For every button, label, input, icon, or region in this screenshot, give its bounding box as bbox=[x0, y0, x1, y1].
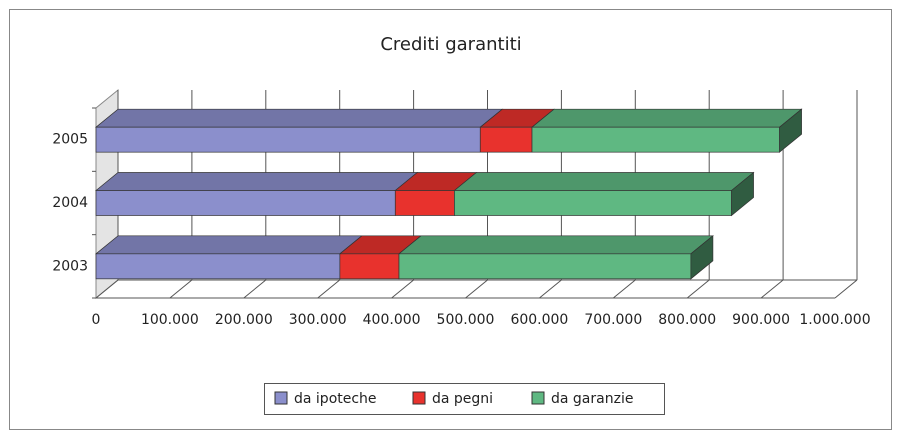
bar bbox=[398, 253, 692, 280]
grid-line bbox=[760, 279, 784, 299]
x-tick-label: 200.000 bbox=[215, 312, 273, 328]
x-tick-label: 0 bbox=[92, 312, 101, 328]
bar-top bbox=[95, 172, 419, 191]
y-tick-label: 2004 bbox=[52, 195, 88, 211]
grid-line bbox=[391, 279, 414, 299]
bar bbox=[454, 190, 732, 216]
grid-line bbox=[465, 279, 488, 299]
grid-line bbox=[169, 279, 193, 299]
grid-line bbox=[612, 279, 636, 299]
legend-text: da ipoteche bbox=[294, 391, 377, 407]
x-tick-label: 500.000 bbox=[437, 312, 495, 328]
bar-side bbox=[690, 235, 714, 280]
bar-top bbox=[453, 172, 755, 191]
legend-swatch bbox=[531, 391, 545, 405]
grid-line bbox=[834, 279, 858, 299]
x-tick-label: 600.000 bbox=[510, 312, 568, 328]
bar-top bbox=[95, 108, 504, 128]
grid-line bbox=[317, 279, 341, 299]
legend-swatch bbox=[274, 391, 288, 405]
grid-line bbox=[95, 279, 119, 299]
x-tick-label: 700.000 bbox=[584, 312, 642, 328]
bar-top bbox=[398, 235, 714, 255]
chart-title: Crediti garantiti bbox=[380, 34, 521, 55]
grid-line bbox=[243, 279, 267, 299]
y-tick-label: 2005 bbox=[52, 132, 88, 148]
bar-side bbox=[779, 108, 802, 153]
bar bbox=[95, 190, 396, 216]
bar bbox=[531, 126, 780, 153]
bar bbox=[339, 253, 400, 280]
x-tick-label: 100.000 bbox=[141, 312, 199, 328]
bar-top bbox=[531, 108, 803, 128]
bar bbox=[479, 126, 533, 153]
legend-swatch bbox=[412, 391, 426, 405]
bar bbox=[394, 190, 455, 216]
grid-line bbox=[686, 279, 710, 299]
x-tick-label: 1.000.000 bbox=[799, 312, 870, 328]
grid-line bbox=[539, 279, 562, 299]
x-tick-label: 900.000 bbox=[732, 312, 790, 328]
legend-text: da garanzie bbox=[551, 391, 633, 407]
y-tick-label: 2003 bbox=[52, 258, 88, 274]
legend-box bbox=[264, 383, 665, 415]
chart-frame bbox=[9, 9, 892, 430]
bar-top bbox=[95, 235, 363, 255]
x-tick-label: 400.000 bbox=[363, 312, 421, 328]
bar bbox=[95, 253, 341, 280]
x-tick-label: 300.000 bbox=[289, 312, 347, 328]
bar bbox=[95, 126, 481, 153]
bar-side bbox=[731, 171, 754, 217]
x-tick-label: 800.000 bbox=[658, 312, 716, 328]
legend-text: da pegni bbox=[432, 391, 493, 407]
